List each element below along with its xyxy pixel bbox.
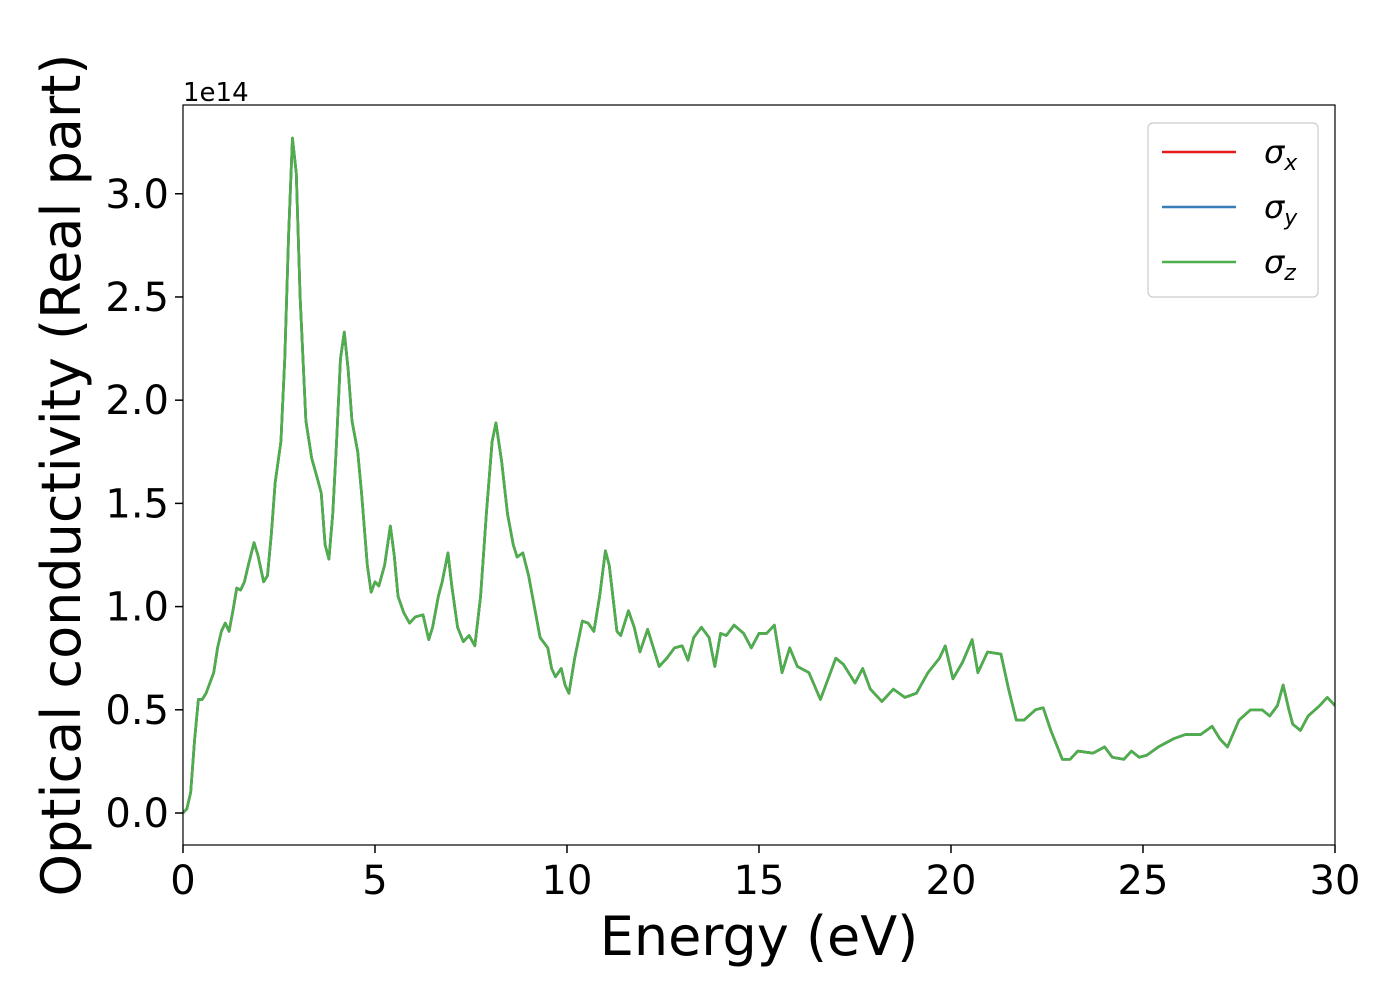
y-tick-label: 1.0: [105, 585, 169, 631]
x-tick-label: 10: [542, 858, 593, 904]
legend-label: σx: [1264, 133, 1298, 176]
plot-frame: [182, 104, 1336, 846]
y-tick-label: 3.0: [105, 172, 169, 218]
x-axis-label: Energy (eV): [600, 905, 919, 968]
y-tick-label: 1.5: [105, 481, 169, 527]
x-tick-label: 25: [1118, 858, 1169, 904]
x-tick-label: 15: [734, 858, 785, 904]
legend-box: [1147, 122, 1319, 298]
x-tick-label: 20: [926, 858, 977, 904]
y-tick-label: 2.0: [105, 378, 169, 424]
y-tick-label: 2.5: [105, 275, 169, 321]
y-tick-label: 0.5: [105, 688, 169, 734]
y-tick-label: 0.0: [105, 791, 169, 837]
legend-label: σy: [1264, 188, 1298, 231]
x-tick-label: 5: [362, 858, 387, 904]
x-tick-label: 0: [170, 858, 195, 904]
y-offset-label: 1e14: [183, 78, 249, 108]
data-line: [183, 136, 1335, 814]
legend-label: σz: [1264, 243, 1296, 286]
y-axis-label: Optical conductivity (Real part): [30, 54, 93, 897]
x-tick-label: 30: [1310, 858, 1361, 904]
